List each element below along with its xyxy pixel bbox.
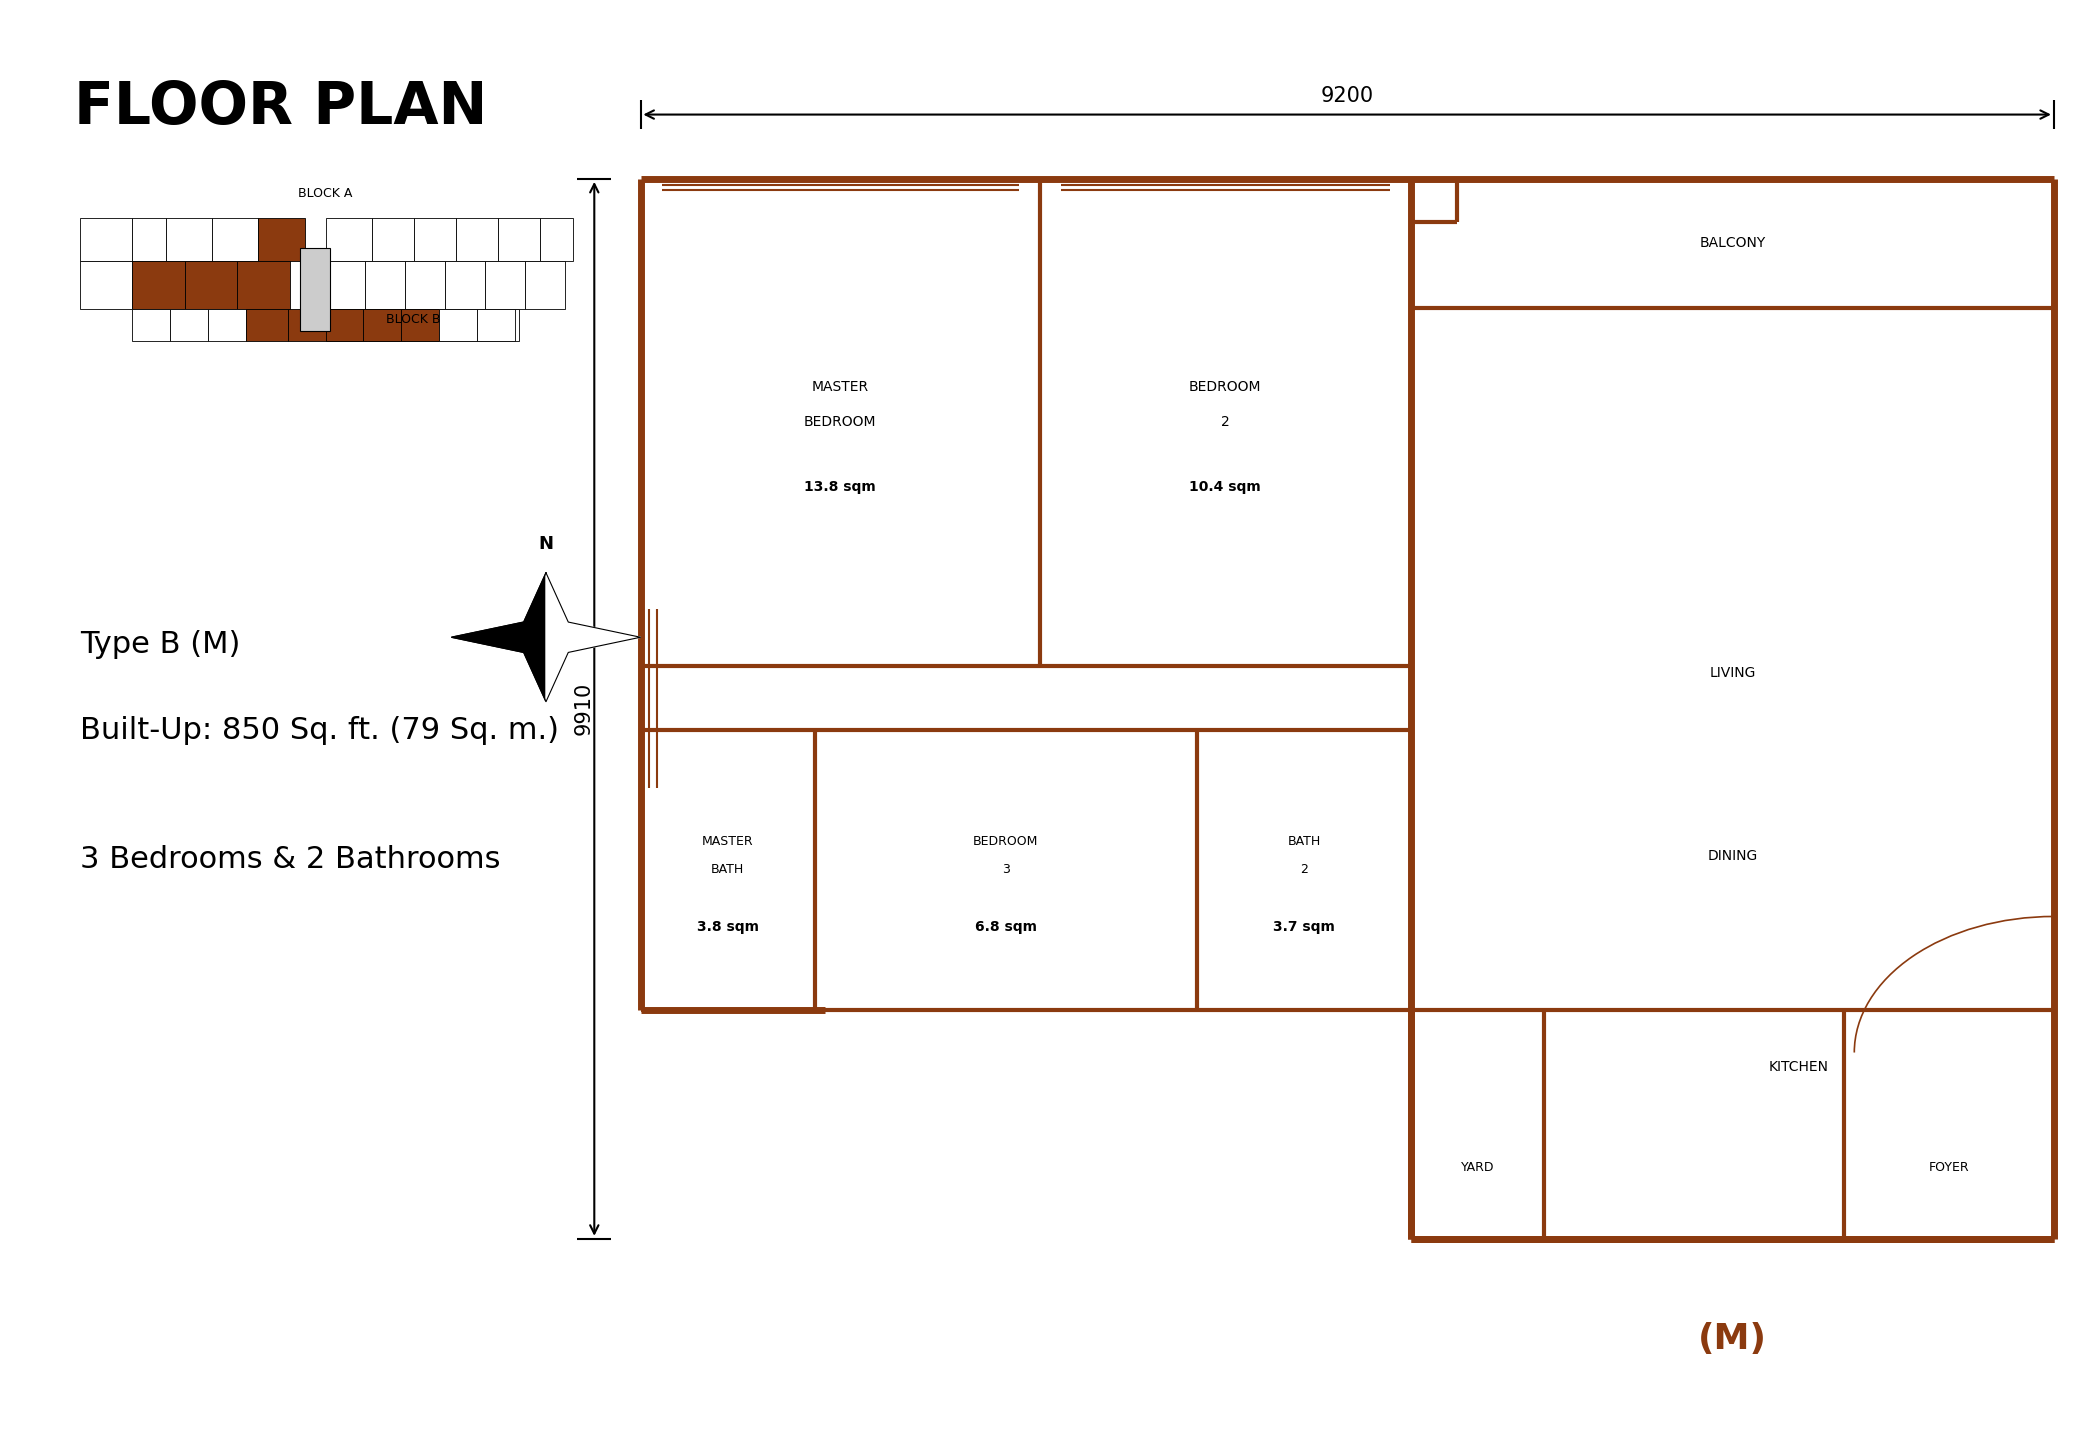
Bar (365, 261, 405, 309)
Bar (326, 261, 365, 309)
Bar (326, 309, 363, 341)
Text: 3.8 sqm: 3.8 sqm (697, 921, 758, 934)
Bar (288, 309, 330, 341)
Bar (80, 218, 132, 261)
Bar (326, 218, 372, 261)
Text: N: N (538, 536, 554, 553)
Text: BATH: BATH (1287, 835, 1321, 848)
Text: Type B (M): Type B (M) (80, 630, 239, 659)
Text: 2: 2 (1300, 863, 1308, 876)
Bar (300, 248, 330, 331)
Text: BEDROOM: BEDROOM (804, 415, 876, 430)
Bar (80, 261, 132, 309)
Text: MASTER: MASTER (701, 835, 754, 848)
Text: 9200: 9200 (1321, 86, 1373, 106)
Text: KITCHEN: KITCHEN (1768, 1060, 1829, 1074)
Bar (525, 261, 565, 309)
Bar (368, 309, 405, 341)
Text: BEDROOM: BEDROOM (972, 835, 1040, 848)
Text: 9910: 9910 (573, 682, 594, 736)
Bar (477, 309, 514, 341)
Text: (M): (M) (1699, 1322, 1766, 1356)
Text: FLOOR PLAN: FLOOR PLAN (74, 79, 487, 136)
Bar (401, 309, 439, 341)
Bar (405, 261, 445, 309)
Bar (330, 309, 367, 341)
Bar (405, 309, 443, 341)
Polygon shape (546, 573, 640, 702)
Bar (170, 309, 208, 341)
Text: FOYER: FOYER (1928, 1160, 1970, 1174)
Bar (246, 309, 288, 341)
Text: 6.8 sqm: 6.8 sqm (974, 921, 1037, 934)
Polygon shape (452, 573, 546, 702)
Bar (208, 309, 246, 341)
Bar (212, 218, 258, 261)
Bar (540, 218, 573, 261)
Text: 2: 2 (1220, 415, 1231, 430)
Bar (485, 261, 525, 309)
Text: 3 Bedrooms & 2 Bathrooms: 3 Bedrooms & 2 Bathrooms (80, 845, 500, 874)
Text: 3: 3 (1002, 863, 1010, 876)
Text: DINING: DINING (1707, 849, 1758, 862)
Text: BLOCK B: BLOCK B (386, 312, 441, 326)
Text: Built-Up: 850 Sq. ft. (79 Sq. m.): Built-Up: 850 Sq. ft. (79 Sq. m.) (80, 716, 559, 745)
Text: 10.4 sqm: 10.4 sqm (1189, 480, 1262, 494)
Bar (132, 218, 166, 261)
Bar (414, 218, 456, 261)
Bar (481, 309, 519, 341)
Bar (456, 218, 498, 261)
Bar (132, 309, 170, 341)
Text: MASTER: MASTER (811, 379, 869, 394)
Text: BALCONY: BALCONY (1699, 236, 1766, 251)
Text: BATH: BATH (712, 863, 743, 876)
Bar (498, 218, 540, 261)
Bar (363, 309, 401, 341)
Bar (237, 261, 290, 309)
Bar (185, 261, 237, 309)
Text: 13.8 sqm: 13.8 sqm (804, 480, 876, 494)
Bar (443, 309, 481, 341)
Text: BLOCK A: BLOCK A (298, 186, 353, 200)
Text: BEDROOM: BEDROOM (1189, 379, 1262, 394)
Bar (132, 261, 185, 309)
Bar (445, 261, 485, 309)
Bar (439, 309, 477, 341)
Bar (166, 218, 212, 261)
Text: YARD: YARD (1462, 1160, 1493, 1174)
Text: LIVING: LIVING (1709, 666, 1756, 680)
Bar (372, 218, 414, 261)
Text: 3.7 sqm: 3.7 sqm (1273, 921, 1336, 934)
Bar (258, 218, 304, 261)
